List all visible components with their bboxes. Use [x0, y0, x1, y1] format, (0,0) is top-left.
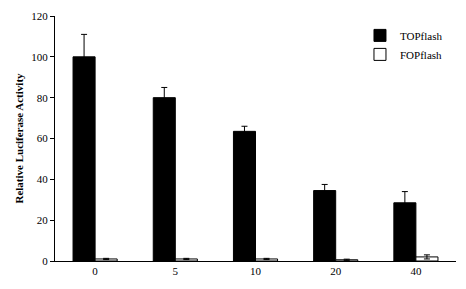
- svg-text:20: 20: [330, 265, 342, 277]
- svg-text:0: 0: [42, 255, 48, 267]
- svg-text:40: 40: [410, 265, 422, 277]
- svg-text:FOPflash: FOPflash: [400, 49, 442, 61]
- svg-text:0: 0: [92, 265, 98, 277]
- svg-text:Relative Luciferase Activity: Relative Luciferase Activity: [13, 73, 25, 204]
- svg-text:60: 60: [37, 132, 49, 144]
- svg-text:TOPflash: TOPflash: [400, 30, 442, 42]
- svg-text:20: 20: [37, 214, 49, 226]
- svg-text:120: 120: [31, 10, 48, 22]
- svg-text:5: 5: [173, 265, 179, 277]
- svg-text:80: 80: [37, 92, 49, 104]
- svg-text:10: 10: [250, 265, 262, 277]
- svg-text:100: 100: [31, 51, 48, 63]
- svg-text:40: 40: [37, 173, 49, 185]
